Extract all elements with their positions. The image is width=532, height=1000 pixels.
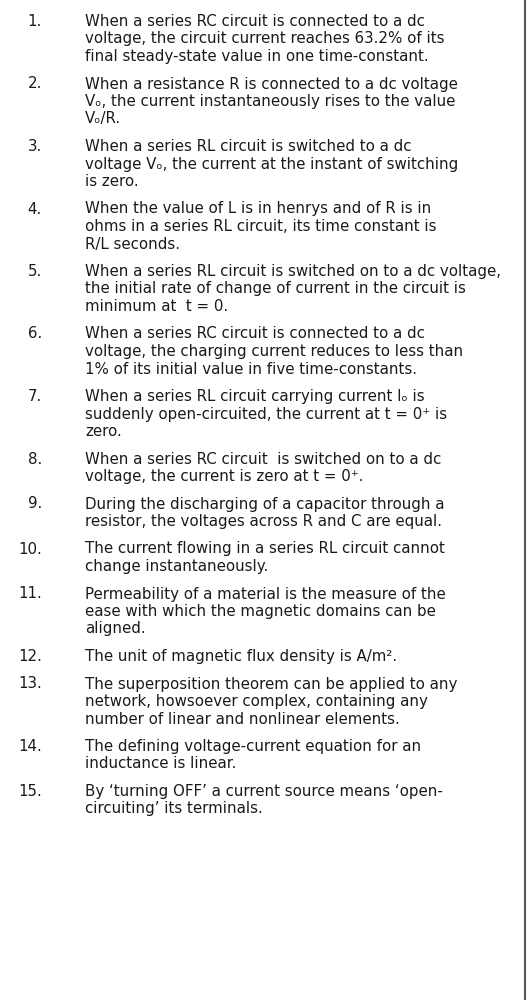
Text: voltage, the circuit current reaches 63.2% of its: voltage, the circuit current reaches 63.…: [85, 31, 445, 46]
Text: aligned.: aligned.: [85, 621, 146, 637]
Text: When a series RL circuit is switched to a dc: When a series RL circuit is switched to …: [85, 139, 411, 154]
Text: 15.: 15.: [18, 784, 42, 799]
Text: When a resistance R is connected to a dc voltage: When a resistance R is connected to a dc…: [85, 77, 458, 92]
Text: The current flowing in a series RL circuit cannot: The current flowing in a series RL circu…: [85, 542, 445, 556]
Text: 3.: 3.: [28, 139, 42, 154]
Text: voltage, the current is zero at t = 0⁺.: voltage, the current is zero at t = 0⁺.: [85, 469, 363, 484]
Text: voltage Vₒ, the current at the instant of switching: voltage Vₒ, the current at the instant o…: [85, 156, 458, 172]
Text: During the discharging of a capacitor through a: During the discharging of a capacitor th…: [85, 496, 445, 512]
Text: When a series RC circuit is connected to a dc: When a series RC circuit is connected to…: [85, 14, 425, 29]
Text: ease with which the magnetic domains can be: ease with which the magnetic domains can…: [85, 604, 436, 619]
Text: When a series RL circuit is switched on to a dc voltage,: When a series RL circuit is switched on …: [85, 264, 501, 279]
Text: 13.: 13.: [18, 676, 42, 692]
Text: 14.: 14.: [18, 739, 42, 754]
Text: 11.: 11.: [18, 586, 42, 601]
Text: 10.: 10.: [18, 542, 42, 556]
Text: 6.: 6.: [28, 326, 42, 342]
Text: network, howsoever complex, containing any: network, howsoever complex, containing a…: [85, 694, 428, 709]
Text: Vₒ, the current instantaneously rises to the value: Vₒ, the current instantaneously rises to…: [85, 94, 455, 109]
Text: 7.: 7.: [28, 389, 42, 404]
Text: inductance is linear.: inductance is linear.: [85, 756, 236, 772]
Text: When the value of L is in henrys and of R is in: When the value of L is in henrys and of …: [85, 202, 431, 217]
Text: number of linear and nonlinear elements.: number of linear and nonlinear elements.: [85, 712, 400, 726]
Text: the initial rate of change of current in the circuit is: the initial rate of change of current in…: [85, 282, 466, 296]
Text: When a series RC circuit is connected to a dc: When a series RC circuit is connected to…: [85, 326, 425, 342]
Text: circuiting’ its terminals.: circuiting’ its terminals.: [85, 802, 263, 816]
Text: The defining voltage-current equation for an: The defining voltage-current equation fo…: [85, 739, 421, 754]
Text: change instantaneously.: change instantaneously.: [85, 559, 268, 574]
Text: 1.: 1.: [28, 14, 42, 29]
Text: final steady-state value in one time-constant.: final steady-state value in one time-con…: [85, 49, 429, 64]
Text: 1% of its initial value in five time-constants.: 1% of its initial value in five time-con…: [85, 361, 417, 376]
Text: R/L seconds.: R/L seconds.: [85, 236, 180, 251]
Text: resistor, the voltages across R and C are equal.: resistor, the voltages across R and C ar…: [85, 514, 442, 529]
Text: 9.: 9.: [28, 496, 42, 512]
Text: 4.: 4.: [28, 202, 42, 217]
Text: The unit of magnetic flux density is A/m².: The unit of magnetic flux density is A/m…: [85, 649, 397, 664]
Text: is zero.: is zero.: [85, 174, 139, 189]
Text: voltage, the charging current reduces to less than: voltage, the charging current reduces to…: [85, 344, 463, 359]
Text: suddenly open-circuited, the current at t = 0⁺ is: suddenly open-circuited, the current at …: [85, 406, 447, 422]
Text: When a series RC circuit  is switched on to a dc: When a series RC circuit is switched on …: [85, 452, 441, 466]
Text: By ‘turning OFF’ a current source means ‘open-: By ‘turning OFF’ a current source means …: [85, 784, 443, 799]
Text: 2.: 2.: [28, 77, 42, 92]
Text: Vₒ/R.: Vₒ/R.: [85, 111, 121, 126]
Text: ohms in a series RL circuit, its time constant is: ohms in a series RL circuit, its time co…: [85, 219, 436, 234]
Text: minimum at  t = 0.: minimum at t = 0.: [85, 299, 228, 314]
Text: 5.: 5.: [28, 264, 42, 279]
Text: When a series RL circuit carrying current Iₒ is: When a series RL circuit carrying curren…: [85, 389, 425, 404]
Text: 8.: 8.: [28, 452, 42, 466]
Text: Permeability of a material is the measure of the: Permeability of a material is the measur…: [85, 586, 446, 601]
Text: 12.: 12.: [18, 649, 42, 664]
Text: The superposition theorem can be applied to any: The superposition theorem can be applied…: [85, 676, 458, 692]
Text: zero.: zero.: [85, 424, 122, 439]
